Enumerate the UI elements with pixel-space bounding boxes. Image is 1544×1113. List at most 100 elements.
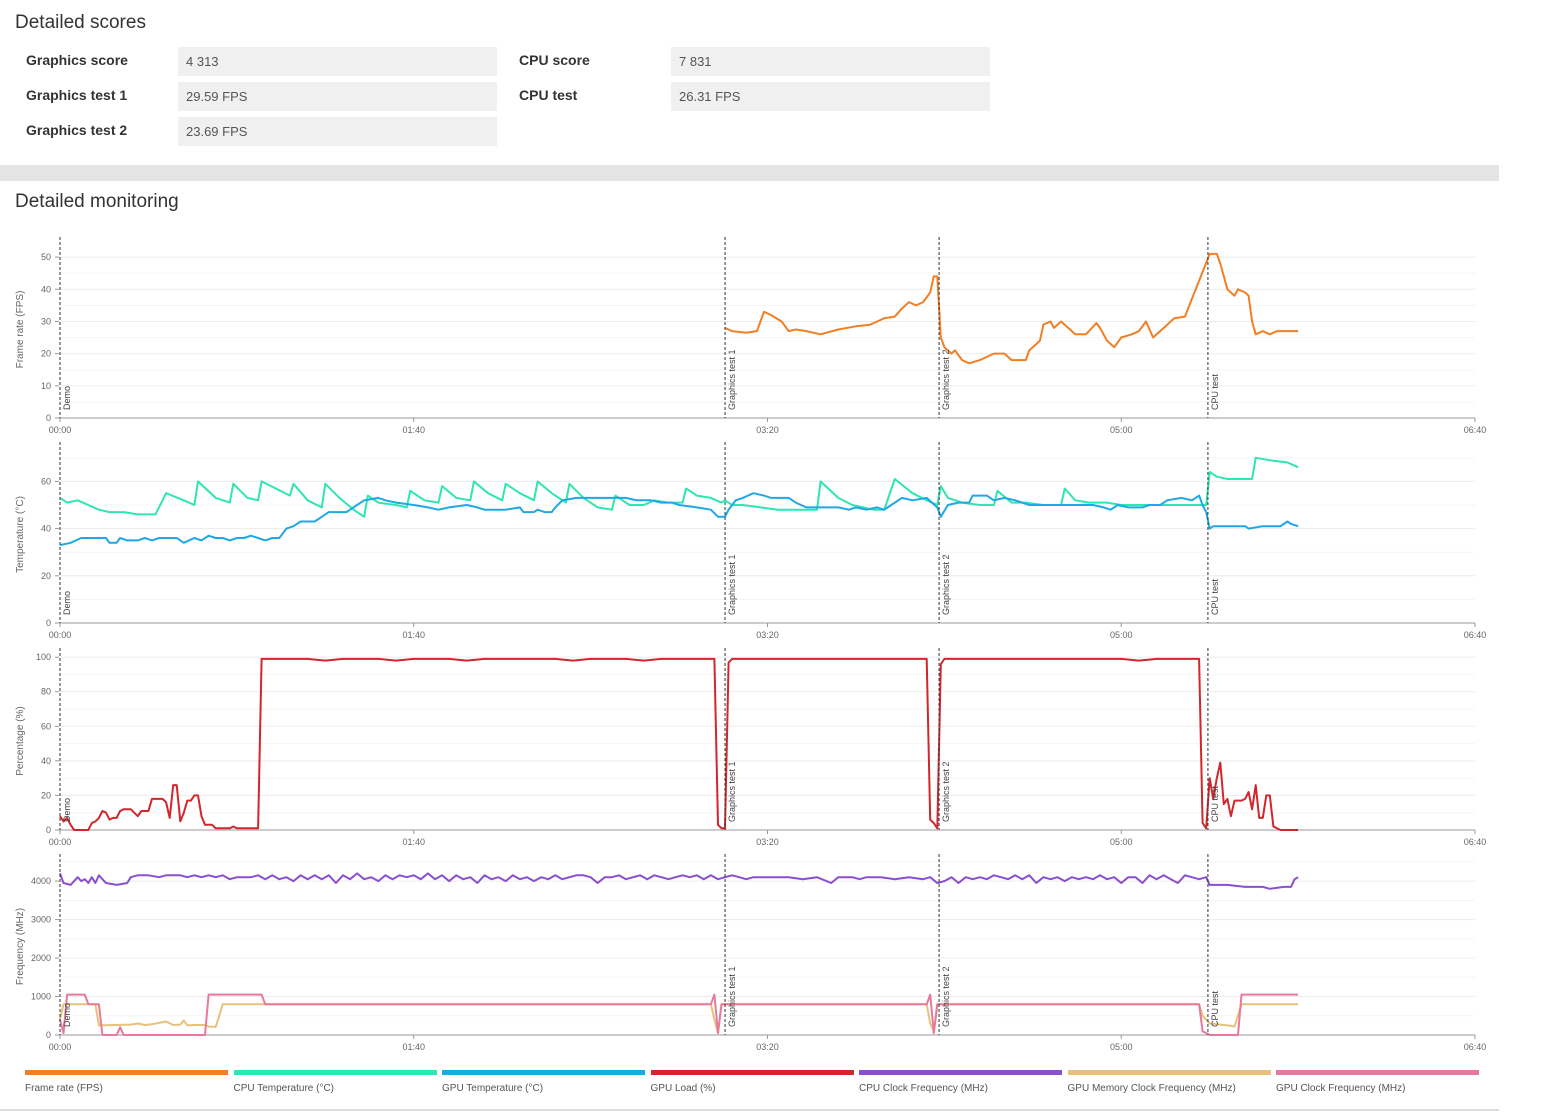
chart-panel-3: 0 20 40 60 80 100 Percentage (%) 00:00 01:40 03:2… bbox=[15, 648, 1486, 847]
legend-label: GPU Load (%) bbox=[650, 1083, 716, 1094]
x-tick-label: 06:40 bbox=[1464, 425, 1487, 435]
y-tick-label: 100 bbox=[36, 652, 51, 662]
phase-marker-label: CPU test bbox=[1210, 990, 1220, 1027]
y-tick-label: 50 bbox=[41, 252, 51, 262]
y-tick-label: 10 bbox=[41, 381, 51, 391]
x-tick-label: 05:00 bbox=[1110, 630, 1133, 640]
series-line-frame-rate-fps bbox=[724, 252, 1299, 365]
x-tick-label: 01:40 bbox=[402, 630, 425, 640]
y-axis-label: Temperature (°C) bbox=[15, 496, 26, 573]
y-tick-label: 20 bbox=[41, 571, 51, 581]
chart-panel-4: 0 1000 2000 3000 4000 Frequency (MHz) 00:00 01:… bbox=[15, 854, 1486, 1052]
series-line-cpu-clock-frequency-mhz bbox=[59, 872, 1299, 890]
x-tick-label: 06:40 bbox=[1464, 1042, 1487, 1052]
y-tick-label: 40 bbox=[41, 284, 51, 294]
phase-marker-label: CPU test bbox=[1210, 578, 1220, 615]
detailed-scores-panel: Detailed scores Graphics score 4 313 Gra… bbox=[0, 0, 1499, 165]
graphics-score-label: Graphics score bbox=[26, 52, 128, 68]
y-tick-label: 4000 bbox=[31, 876, 51, 886]
phase-marker-label: CPU test bbox=[1210, 373, 1220, 410]
x-tick-label: 03:20 bbox=[756, 425, 779, 435]
x-tick-label: 03:20 bbox=[756, 630, 779, 640]
legend-label: Frame rate (FPS) bbox=[25, 1083, 103, 1094]
x-tick-label: 01:40 bbox=[402, 1042, 425, 1052]
y-tick-label: 60 bbox=[41, 721, 51, 731]
y-tick-label: 0 bbox=[46, 1030, 51, 1040]
series-line-gpu-load bbox=[59, 657, 1299, 831]
chart-panel-2: 0 20 40 60 Temperature (°C) 00:00 01:40 03:20 05… bbox=[15, 442, 1486, 640]
phase-marker-label: Graphics test 2 bbox=[941, 966, 951, 1027]
bottom-divider bbox=[0, 1109, 1499, 1111]
graphics-test-2-label: Graphics test 2 bbox=[26, 122, 128, 138]
series-line-gpu-clock-frequency-mhz bbox=[59, 993, 1299, 1036]
x-tick-label: 05:00 bbox=[1110, 837, 1133, 847]
legend-swatch bbox=[233, 1070, 437, 1075]
legend-label: GPU Clock Frequency (MHz) bbox=[1276, 1083, 1406, 1094]
y-tick-label: 1000 bbox=[31, 992, 51, 1002]
phase-marker-label: Graphics test 1 bbox=[727, 966, 737, 1027]
x-tick-label: 03:20 bbox=[756, 837, 779, 847]
x-tick-label: 00:00 bbox=[49, 837, 72, 847]
phase-marker-label: Demo bbox=[62, 798, 72, 822]
chart-panel-1: 0 10 20 30 40 50 Frame rate (FPS) 00:00 01:40 03:… bbox=[15, 237, 1486, 435]
scores-title: Detailed scores bbox=[15, 12, 146, 33]
legend-item[interactable]: GPU Load (%) bbox=[650, 1070, 854, 1094]
legend-label: CPU Clock Frequency (MHz) bbox=[859, 1083, 988, 1094]
legend-item[interactable]: GPU Memory Clock Frequency (MHz) bbox=[1067, 1070, 1271, 1094]
x-tick-label: 01:40 bbox=[402, 425, 425, 435]
x-tick-label: 06:40 bbox=[1464, 630, 1487, 640]
legend-label: GPU Temperature (°C) bbox=[442, 1083, 544, 1094]
legend-item[interactable]: GPU Temperature (°C) bbox=[442, 1070, 645, 1094]
x-tick-label: 00:00 bbox=[49, 1042, 72, 1052]
monitoring-title: Detailed monitoring bbox=[15, 191, 179, 212]
legend-swatch bbox=[442, 1070, 645, 1075]
legend-label: GPU Memory Clock Frequency (MHz) bbox=[1067, 1083, 1236, 1094]
legend-swatch bbox=[859, 1070, 1062, 1075]
y-tick-label: 40 bbox=[41, 756, 51, 766]
phase-marker-label: Graphics test 2 bbox=[941, 554, 951, 615]
phase-marker-label: Graphics test 1 bbox=[727, 349, 737, 410]
cpu-test-label: CPU test bbox=[519, 87, 578, 103]
phase-marker-label: Graphics test 1 bbox=[727, 761, 737, 822]
y-tick-label: 0 bbox=[46, 618, 51, 628]
legend-swatch bbox=[650, 1070, 854, 1075]
y-tick-label: 20 bbox=[41, 349, 51, 359]
x-tick-label: 03:20 bbox=[756, 1042, 779, 1052]
legend-item[interactable]: CPU Clock Frequency (MHz) bbox=[859, 1070, 1062, 1094]
phase-marker-label: Demo bbox=[62, 1003, 72, 1027]
phase-marker-label: CPU test bbox=[1210, 785, 1220, 822]
y-axis-label: Frame rate (FPS) bbox=[15, 291, 26, 369]
y-tick-label: 20 bbox=[41, 790, 51, 800]
cpu-test-value: 26.31 FPS bbox=[671, 82, 990, 111]
y-tick-label: 0 bbox=[46, 413, 51, 423]
x-tick-label: 00:00 bbox=[49, 630, 72, 640]
x-tick-label: 05:00 bbox=[1110, 425, 1133, 435]
phase-marker-label: Graphics test 2 bbox=[941, 349, 951, 410]
legend-swatch bbox=[25, 1070, 228, 1075]
y-tick-label: 60 bbox=[41, 476, 51, 486]
y-tick-label: 0 bbox=[46, 825, 51, 835]
legend-item[interactable]: CPU Temperature (°C) bbox=[233, 1070, 437, 1094]
legend-item[interactable]: GPU Clock Frequency (MHz) bbox=[1276, 1070, 1479, 1094]
y-tick-label: 2000 bbox=[31, 953, 51, 963]
phase-marker-label: Demo bbox=[62, 591, 72, 615]
series-line-cpu-temperature-c bbox=[59, 456, 1299, 518]
y-tick-label: 30 bbox=[41, 316, 51, 326]
cpu-score-label: CPU score bbox=[519, 52, 590, 68]
legend-item[interactable]: Frame rate (FPS) bbox=[25, 1070, 228, 1094]
x-tick-label: 00:00 bbox=[49, 425, 72, 435]
cpu-score-value: 7 831 bbox=[671, 47, 990, 76]
phase-marker-label: Demo bbox=[62, 386, 72, 410]
x-tick-label: 01:40 bbox=[402, 837, 425, 847]
graphics-test-1-value: 29.59 FPS bbox=[178, 82, 497, 111]
legend-label: CPU Temperature (°C) bbox=[233, 1083, 335, 1094]
graphics-score-value: 4 313 bbox=[178, 47, 497, 76]
y-tick-label: 40 bbox=[41, 524, 51, 534]
legend-swatch bbox=[1276, 1070, 1479, 1075]
phase-marker-label: Graphics test 1 bbox=[727, 554, 737, 615]
legend-swatch bbox=[1067, 1070, 1271, 1075]
section-divider bbox=[0, 165, 1499, 181]
graphics-test-1-label: Graphics test 1 bbox=[26, 87, 128, 103]
x-tick-label: 05:00 bbox=[1110, 1042, 1133, 1052]
